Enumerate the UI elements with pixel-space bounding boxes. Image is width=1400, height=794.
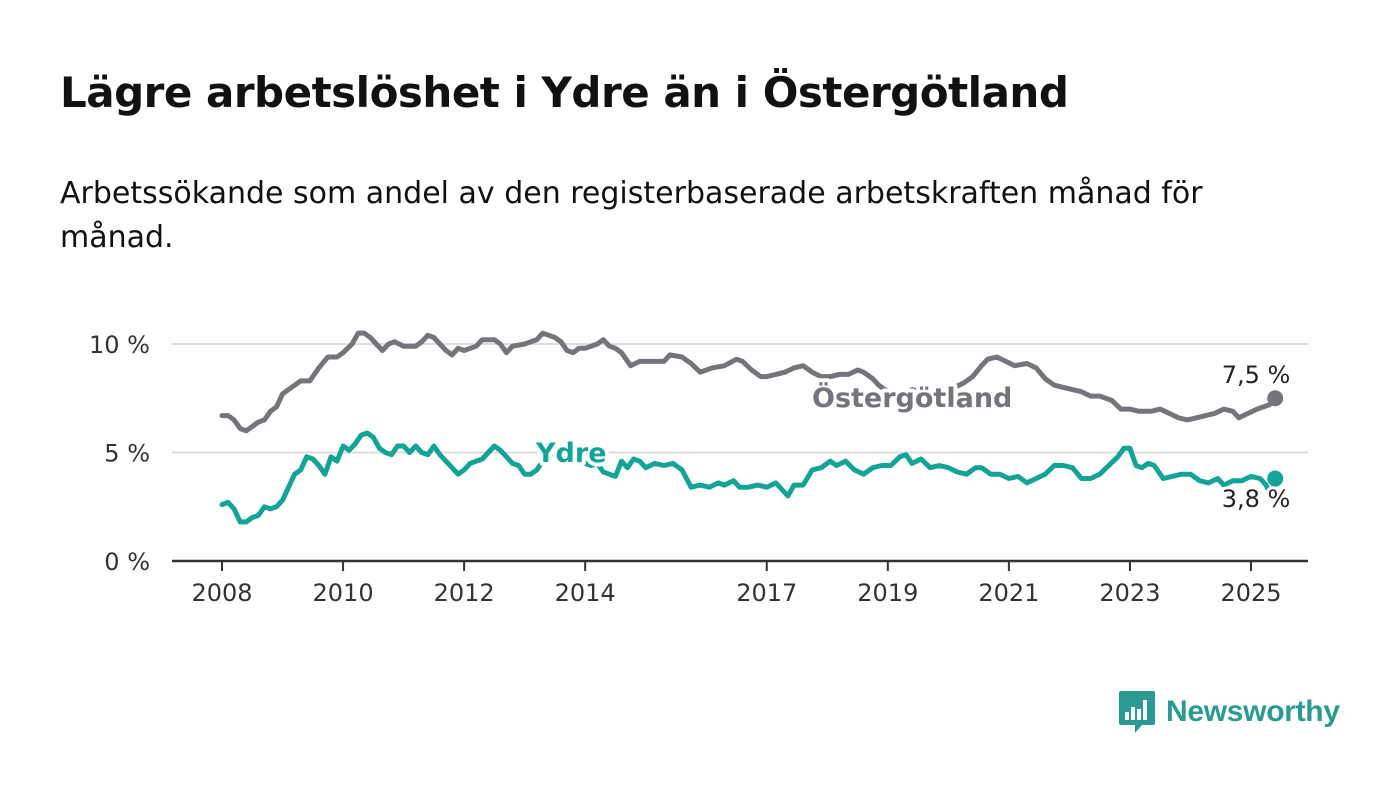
bar-chart-speech-bubble-icon <box>1119 691 1155 733</box>
series-end-point <box>1267 470 1284 487</box>
series-name-label: Östergötland <box>812 381 1012 414</box>
brand-name: Newsworthy <box>1166 695 1340 728</box>
y-tick-label: 5 % <box>104 440 150 468</box>
chart-subtitle: Arbetssökande som andel av den registerb… <box>60 176 1203 255</box>
axes: 0 % 5 % 10 % 2008 2010 2012 2014 2017 2019 2021 20… <box>89 331 1308 607</box>
x-tick-label: 2019 <box>857 579 918 607</box>
x-tick-label: 2017 <box>736 579 797 607</box>
y-tick-label: 0 % <box>104 548 150 576</box>
y-tick-label: 10 % <box>89 331 150 359</box>
series-line-ydre <box>219 430 1278 525</box>
chart-title: Lägre arbetslöshet i Ydre än i Östergötl… <box>60 68 1069 117</box>
x-tick-label: 2021 <box>978 579 1039 607</box>
x-tick-label: 2023 <box>1099 579 1160 607</box>
x-tick-label: 2008 <box>191 579 252 607</box>
series-lines <box>219 330 1284 525</box>
series-labels: Östergötland Ydre 7,5 % 3,8 % <box>531 358 1293 516</box>
newsworthy-logo: Newsworthy <box>1118 690 1340 734</box>
series-line-ostergotland <box>219 330 1278 434</box>
series-end-value-label: 3,8 % <box>1222 485 1291 513</box>
series-end-value-label: 7,5 % <box>1222 361 1291 389</box>
x-tick-label: 2010 <box>313 579 374 607</box>
series-name-label: Ydre <box>535 438 607 469</box>
series-end-point <box>1267 390 1284 407</box>
x-tick-label: 2012 <box>434 579 495 607</box>
x-tick-label: 2014 <box>555 579 616 607</box>
x-tick-label: 2025 <box>1220 579 1281 607</box>
